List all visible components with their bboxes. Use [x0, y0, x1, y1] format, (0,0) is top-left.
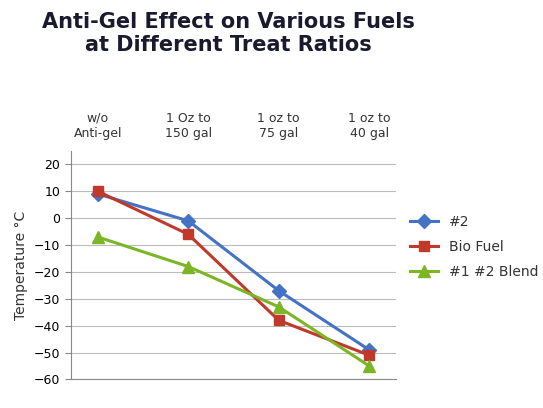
Text: w/o
Anti-gel: w/o Anti-gel: [73, 112, 122, 140]
Bio Fuel: [275, 318, 282, 323]
Legend: #2, Bio Fuel, #1 #2 Blend: #2, Bio Fuel, #1 #2 Blend: [410, 215, 538, 279]
Text: Anti-Gel Effect on Various Fuels
at Different Treat Ratios: Anti-Gel Effect on Various Fuels at Diff…: [42, 12, 414, 55]
#2: [185, 218, 192, 223]
Y-axis label: Temperature °C: Temperature °C: [14, 211, 28, 320]
Line: #1 #2 Blend: #1 #2 Blend: [92, 231, 375, 372]
#2: [275, 288, 282, 293]
#1 #2 Blend: [275, 304, 282, 309]
Bio Fuel: [94, 189, 101, 194]
Bio Fuel: [185, 232, 192, 237]
#1 #2 Blend: [366, 364, 372, 368]
#1 #2 Blend: [185, 264, 192, 269]
Text: 1 oz to
75 gal: 1 oz to 75 gal: [257, 112, 300, 140]
Text: 1 oz to
40 gal: 1 oz to 40 gal: [348, 112, 390, 140]
#1 #2 Blend: [94, 235, 101, 239]
#2: [94, 191, 101, 196]
Line: Bio Fuel: Bio Fuel: [93, 186, 374, 360]
Bio Fuel: [366, 353, 372, 358]
Text: 1 Oz to
150 gal: 1 Oz to 150 gal: [165, 112, 212, 140]
Line: #2: #2: [93, 189, 374, 355]
#2: [366, 348, 372, 353]
